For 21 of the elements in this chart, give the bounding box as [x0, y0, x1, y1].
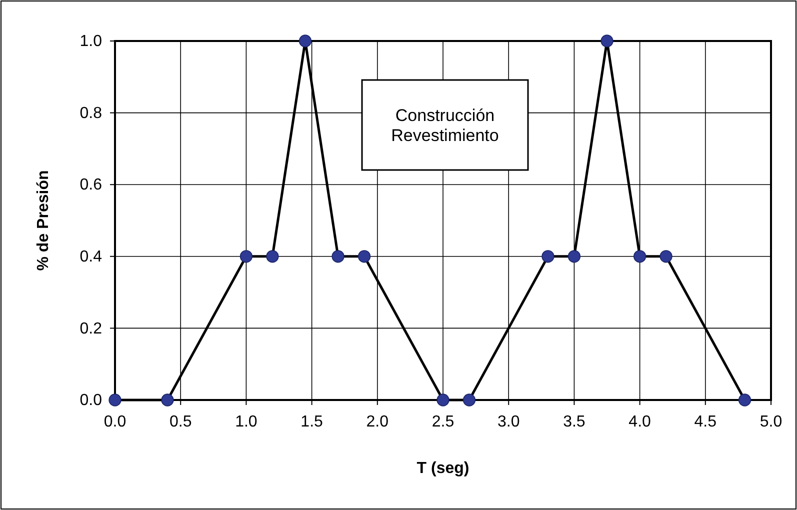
x-tick-label: 3.5 [563, 413, 586, 430]
x-tick-label: 1.0 [235, 413, 258, 430]
x-tick-label: 0.5 [169, 413, 192, 430]
x-tick-label: 2.5 [432, 413, 454, 430]
y-tick-label: 0.0 [80, 392, 102, 410]
y-tick-label: 0.8 [80, 104, 102, 122]
x-tick-label: 4.0 [628, 413, 652, 430]
y-tick-label: 1.0 [80, 33, 102, 50]
x-axis-title: T (seg) [416, 460, 470, 477]
x-tick-label: 3.0 [497, 413, 520, 430]
x-tick-label: 5.0 [760, 413, 782, 430]
x-tick-label: 2.0 [366, 413, 389, 430]
x-tick-label: 4.5 [694, 413, 717, 430]
y-axis-title: % de Presión [35, 170, 52, 271]
y-tick-label: 0.2 [80, 320, 102, 338]
y-tick-label: 0.6 [80, 176, 102, 194]
x-tick-label: 1.5 [300, 413, 324, 430]
text-box: Construcción Revestimiento [361, 79, 529, 171]
annotation: Construcción Revestimiento [391, 106, 499, 145]
y-tick-label: 0.4 [80, 248, 102, 266]
x-tick-label: 0.0 [104, 413, 126, 430]
